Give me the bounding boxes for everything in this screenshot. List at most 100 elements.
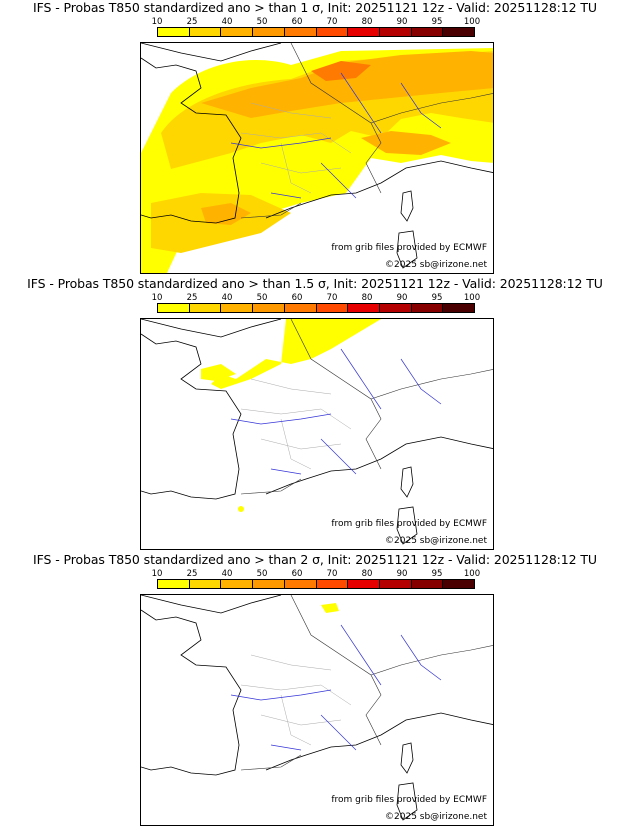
scale-tick-label: 90 bbox=[396, 293, 408, 303]
scale-tick-label: 100 bbox=[463, 293, 481, 303]
prob-field-low bbox=[321, 603, 339, 613]
scale-ticks: 10 25 40 50 60 70 80 90 95 100 bbox=[140, 569, 500, 581]
scale-tick-label: 10 bbox=[151, 569, 163, 579]
scale-swatch bbox=[316, 304, 349, 312]
source-credit: from grib files provided by ECMWF bbox=[331, 795, 487, 805]
map-canvas bbox=[141, 43, 493, 273]
panel-1p5sigma: IFS - Probas T850 standardized ano > tha… bbox=[0, 276, 630, 552]
coastline bbox=[141, 333, 242, 500]
rivers bbox=[230, 348, 442, 475]
region-borders bbox=[240, 102, 352, 194]
scale-swatch bbox=[158, 580, 190, 588]
scale-tick-label: 25 bbox=[186, 293, 198, 303]
source-credit: from grib files provided by ECMWF bbox=[331, 243, 487, 253]
scale-swatch bbox=[284, 28, 317, 36]
rivers bbox=[230, 72, 442, 199]
scale-tick-label: 90 bbox=[396, 17, 408, 27]
coastline-med bbox=[265, 436, 493, 495]
prob-field-high bbox=[201, 51, 493, 118]
scale-swatch bbox=[348, 304, 380, 312]
panel-2sigma: IFS - Probas T850 standardized ano > tha… bbox=[0, 552, 630, 828]
scale-swatch bbox=[284, 304, 317, 312]
scale-swatch bbox=[443, 28, 475, 36]
scale-tick-label: 90 bbox=[396, 569, 408, 579]
scale-swatch bbox=[189, 580, 222, 588]
scale-swatch bbox=[189, 304, 222, 312]
color-scale bbox=[157, 27, 475, 37]
scale-tick-label: 25 bbox=[186, 569, 198, 579]
corsica bbox=[400, 190, 414, 222]
country-borders bbox=[240, 43, 493, 219]
scale-tick-label: 70 bbox=[326, 293, 338, 303]
scale-tick-label: 80 bbox=[361, 569, 373, 579]
scale-swatch bbox=[221, 28, 254, 36]
scale-ticks: 10 25 40 50 60 70 80 90 95 100 bbox=[140, 17, 500, 29]
scale-swatch bbox=[284, 580, 317, 588]
probability-map: from grib files provided by ECMWF ©2025 … bbox=[140, 42, 494, 274]
copyright-credit: ©2025 sb@irizone.net bbox=[385, 260, 487, 270]
scale-tick-label: 60 bbox=[291, 293, 303, 303]
coastline-uk bbox=[141, 43, 282, 62]
scale-swatch bbox=[253, 580, 285, 588]
coastline bbox=[141, 57, 242, 224]
scale-tick-label: 50 bbox=[256, 569, 268, 579]
sardinia bbox=[396, 782, 418, 821]
map-canvas bbox=[141, 595, 493, 821]
prob-spot bbox=[238, 506, 244, 512]
coastline-med bbox=[265, 160, 493, 219]
scale-swatch bbox=[158, 304, 190, 312]
scale-swatch bbox=[443, 304, 475, 312]
corsica bbox=[400, 742, 414, 774]
scale-swatch bbox=[253, 304, 285, 312]
scale-swatch bbox=[189, 28, 222, 36]
probability-map: from grib files provided by ECMWF ©2025 … bbox=[140, 594, 494, 826]
map-title: IFS - Probas T850 standardized ano > tha… bbox=[33, 0, 597, 15]
scale-tick-label: 40 bbox=[221, 569, 233, 579]
source-credit: from grib files provided by ECMWF bbox=[331, 519, 487, 529]
sardinia bbox=[396, 506, 418, 545]
scale-swatch bbox=[348, 28, 380, 36]
copyright-credit: ©2025 sb@irizone.net bbox=[385, 536, 487, 546]
scale-tick-label: 95 bbox=[431, 569, 443, 579]
scale-tick-label: 40 bbox=[221, 293, 233, 303]
prob-field-low bbox=[211, 319, 381, 389]
scale-tick-label: 50 bbox=[256, 17, 268, 27]
country-borders bbox=[240, 595, 493, 771]
prob-field-low-2 bbox=[201, 364, 236, 381]
scale-swatch bbox=[348, 580, 380, 588]
color-scale bbox=[157, 579, 475, 589]
scale-swatch bbox=[316, 28, 349, 36]
scale-tick-label: 60 bbox=[291, 569, 303, 579]
copyright-credit: ©2025 sb@irizone.net bbox=[385, 812, 487, 822]
prob-field-east bbox=[361, 131, 451, 155]
scale-swatch bbox=[411, 304, 444, 312]
scale-swatch bbox=[221, 304, 254, 312]
scale-swatch bbox=[158, 28, 190, 36]
prob-field-peak bbox=[311, 61, 371, 81]
country-borders bbox=[240, 319, 493, 495]
coastline bbox=[141, 609, 242, 776]
scale-swatch bbox=[253, 28, 285, 36]
coastline-uk bbox=[141, 319, 282, 338]
scale-tick-label: 70 bbox=[326, 17, 338, 27]
corsica bbox=[400, 466, 414, 498]
scale-tick-label: 70 bbox=[326, 569, 338, 579]
scale-swatch bbox=[221, 580, 254, 588]
scale-tick-label: 95 bbox=[431, 293, 443, 303]
scale-swatch bbox=[443, 580, 475, 588]
panel-1sigma: IFS - Probas T850 standardized ano > tha… bbox=[0, 0, 630, 276]
probability-map: from grib files provided by ECMWF ©2025 … bbox=[140, 318, 494, 550]
scale-tick-label: 100 bbox=[463, 569, 481, 579]
scale-swatch bbox=[316, 580, 349, 588]
scale-tick-label: 80 bbox=[361, 293, 373, 303]
scale-tick-label: 10 bbox=[151, 17, 163, 27]
scale-tick-label: 40 bbox=[221, 17, 233, 27]
prob-field-south-west bbox=[201, 203, 251, 225]
region-borders bbox=[240, 654, 352, 746]
scale-swatch bbox=[411, 580, 444, 588]
scale-tick-label: 50 bbox=[256, 293, 268, 303]
scale-swatch bbox=[411, 28, 444, 36]
coastline-med bbox=[265, 712, 493, 771]
scale-swatch bbox=[379, 304, 412, 312]
scale-tick-label: 25 bbox=[186, 17, 198, 27]
